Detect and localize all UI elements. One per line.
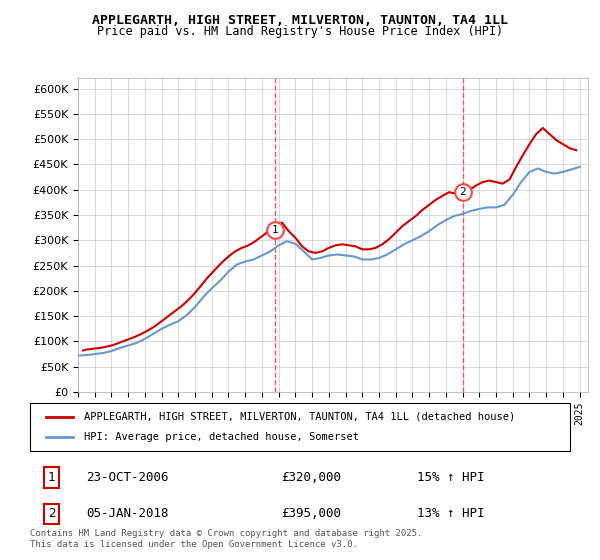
- Text: 15% ↑ HPI: 15% ↑ HPI: [418, 471, 485, 484]
- Text: £320,000: £320,000: [281, 471, 341, 484]
- Text: 2: 2: [48, 507, 55, 520]
- Text: Price paid vs. HM Land Registry's House Price Index (HPI): Price paid vs. HM Land Registry's House …: [97, 25, 503, 38]
- FancyBboxPatch shape: [30, 403, 570, 451]
- Text: APPLEGARTH, HIGH STREET, MILVERTON, TAUNTON, TA4 1LL: APPLEGARTH, HIGH STREET, MILVERTON, TAUN…: [92, 14, 508, 27]
- Text: 1: 1: [272, 225, 279, 235]
- Text: HPI: Average price, detached house, Somerset: HPI: Average price, detached house, Some…: [84, 432, 359, 442]
- Text: 1: 1: [48, 471, 55, 484]
- Text: APPLEGARTH, HIGH STREET, MILVERTON, TAUNTON, TA4 1LL (detached house): APPLEGARTH, HIGH STREET, MILVERTON, TAUN…: [84, 412, 515, 422]
- Text: 13% ↑ HPI: 13% ↑ HPI: [418, 507, 485, 520]
- Text: 23-OCT-2006: 23-OCT-2006: [86, 471, 169, 484]
- Text: 2: 2: [460, 187, 466, 197]
- Text: 05-JAN-2018: 05-JAN-2018: [86, 507, 169, 520]
- Text: Contains HM Land Registry data © Crown copyright and database right 2025.
This d: Contains HM Land Registry data © Crown c…: [30, 529, 422, 549]
- Text: £395,000: £395,000: [281, 507, 341, 520]
